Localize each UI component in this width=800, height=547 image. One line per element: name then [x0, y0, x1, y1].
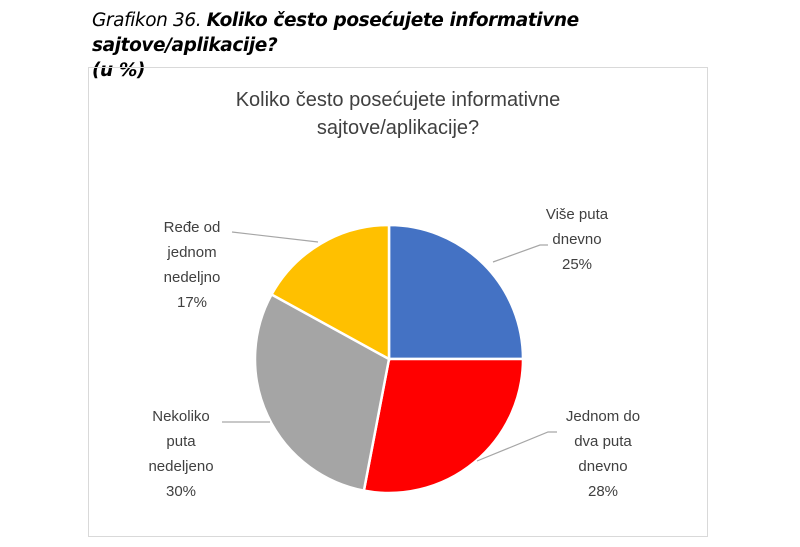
data-label-text-2: puta — [166, 433, 196, 450]
pie-slice-0 — [387, 223, 525, 361]
data-label-text-1: Jednom do — [566, 408, 640, 425]
data-label-text-3: nedeljno — [164, 269, 221, 286]
data-label-text-2: nedeljeno — [148, 458, 213, 475]
figure-caption: Grafikon 36. Koliko često posećujete inf… — [92, 8, 732, 83]
data-label-value-1: 28% — [588, 483, 618, 500]
pie-slice-2 — [253, 292, 391, 493]
pie-slice-1 — [362, 357, 525, 495]
data-label-text-3: jednom — [166, 244, 216, 261]
chart-title-line1: Koliko često posećujete informativne — [235, 89, 561, 111]
data-label-text-0: Više puta — [546, 206, 609, 223]
data-label-text-1: dnevno — [578, 458, 627, 475]
leader-line-3 — [231, 231, 319, 243]
data-label-value-3: 17% — [177, 294, 207, 311]
data-label-value-0: 25% — [562, 256, 592, 273]
data-label-text-1: dva puta — [574, 433, 632, 450]
data-label-value-2: 30% — [166, 483, 196, 500]
chart-title: Koliko često posećujete informativne saj… — [88, 86, 708, 142]
chart-title-line2: sajtove/aplikacije? — [316, 117, 480, 139]
leader-line-1 — [476, 431, 557, 462]
caption-unit: (u %) — [92, 60, 146, 81]
pie-slice-3 — [269, 223, 391, 362]
data-label-text-0: dnevno — [552, 231, 601, 248]
data-label-text-3: Ređe od — [164, 219, 221, 236]
data-label-text-2: Nekoliko — [152, 408, 210, 425]
caption-title: Koliko često posećujete informativne saj… — [92, 10, 579, 56]
caption-prefix: Grafikon 36. — [92, 10, 207, 31]
chart-frame — [88, 67, 708, 537]
leader-line-0 — [492, 244, 548, 263]
